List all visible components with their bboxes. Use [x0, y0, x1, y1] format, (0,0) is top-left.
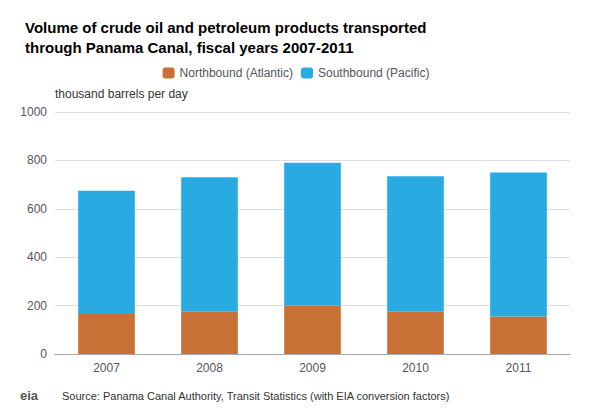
svg-text:1000: 1000: [20, 105, 47, 119]
svg-text:400: 400: [27, 250, 47, 264]
svg-text:2009: 2009: [299, 361, 326, 375]
svg-text:Southbound (Pacific): Southbound (Pacific): [318, 66, 429, 80]
svg-text:200: 200: [27, 299, 47, 313]
svg-text:2007: 2007: [93, 361, 120, 375]
svg-text:Source: Panama Canal Authority: Source: Panama Canal Authority, Transit …: [62, 390, 449, 402]
svg-text:2008: 2008: [196, 361, 223, 375]
svg-text:eia: eia: [20, 388, 39, 403]
svg-text:2010: 2010: [402, 361, 429, 375]
svg-text:0: 0: [40, 347, 47, 361]
svg-text:Volume of crude oil and petrol: Volume of crude oil and petroleum produc…: [25, 19, 426, 36]
svg-text:thousand barrels per day: thousand barrels per day: [55, 87, 188, 101]
svg-text:600: 600: [27, 202, 47, 216]
svg-text:Northbound (Atlantic): Northbound (Atlantic): [180, 66, 293, 80]
svg-text:800: 800: [27, 153, 47, 167]
svg-text:2011: 2011: [506, 361, 532, 375]
svg-text:through Panama Canal, fiscal y: through Panama Canal, fiscal years 2007-…: [25, 39, 354, 56]
